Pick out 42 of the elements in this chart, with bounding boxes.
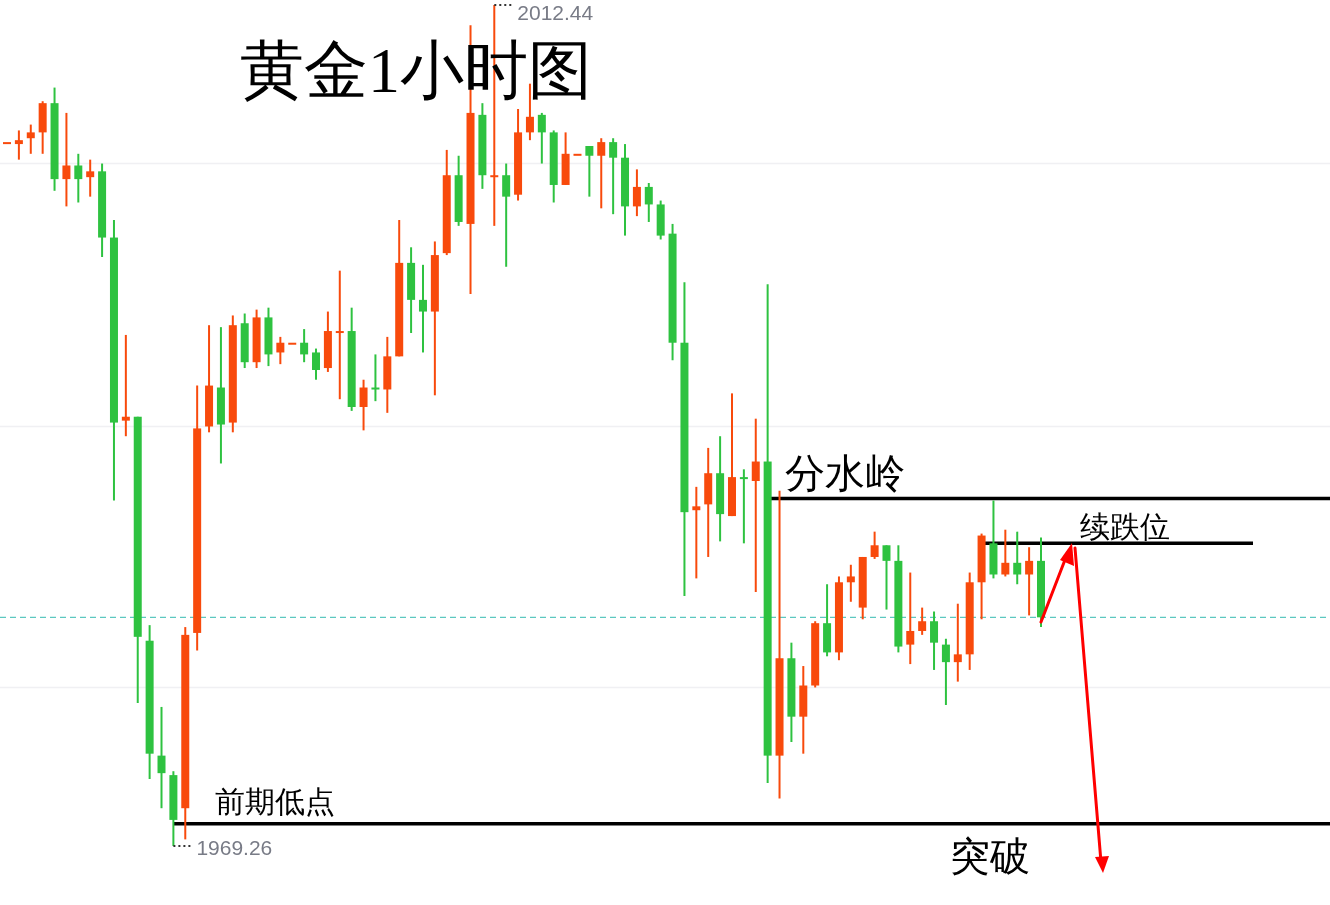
candlestick <box>359 378 368 432</box>
candlestick <box>74 152 83 204</box>
candlestick <box>1025 546 1034 617</box>
ref-line-label: 分水岭 <box>785 450 905 496</box>
candlestick <box>86 158 95 198</box>
candlestick <box>525 82 534 142</box>
candlestick <box>585 145 594 198</box>
candlestick <box>371 353 380 403</box>
candlestick <box>644 182 653 223</box>
candlestick <box>1001 528 1010 578</box>
candlestick <box>930 610 939 671</box>
ref-line-label: 前期低点 <box>215 784 335 818</box>
candlestick <box>300 328 309 364</box>
candlestick <box>14 129 23 161</box>
candlestick <box>1013 530 1022 586</box>
candlestick <box>418 263 427 354</box>
candlestick <box>751 417 760 594</box>
candlestick <box>312 347 321 381</box>
ref-line-label: 续跌位 <box>1080 510 1170 544</box>
annotation: 1969.26 <box>196 836 273 860</box>
candlestick <box>918 606 927 636</box>
candlestick <box>597 137 606 210</box>
candlestick <box>502 162 511 268</box>
candlestick <box>632 168 641 218</box>
annotation: 2012.44 <box>517 0 594 24</box>
candlestick <box>739 468 748 545</box>
annotation: 突破 <box>950 834 1030 879</box>
candlestick <box>157 705 166 810</box>
candlestick <box>941 637 950 706</box>
candlestick <box>121 333 130 438</box>
candlestick <box>276 335 285 366</box>
candlestick <box>882 544 891 611</box>
candlestick <box>609 137 618 216</box>
candlestick <box>953 602 962 683</box>
candlestick <box>26 123 35 155</box>
candlestick <box>335 269 344 401</box>
candlestick <box>692 485 701 580</box>
candlestick <box>62 111 71 208</box>
candlestick <box>537 111 546 165</box>
candlestick <box>906 571 915 666</box>
candlestick <box>870 530 879 560</box>
candlestick <box>846 563 855 603</box>
